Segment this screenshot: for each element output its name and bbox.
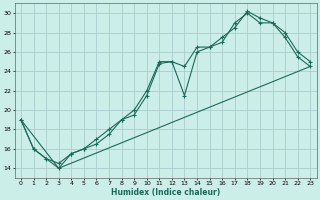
X-axis label: Humidex (Indice chaleur): Humidex (Indice chaleur): [111, 188, 220, 197]
